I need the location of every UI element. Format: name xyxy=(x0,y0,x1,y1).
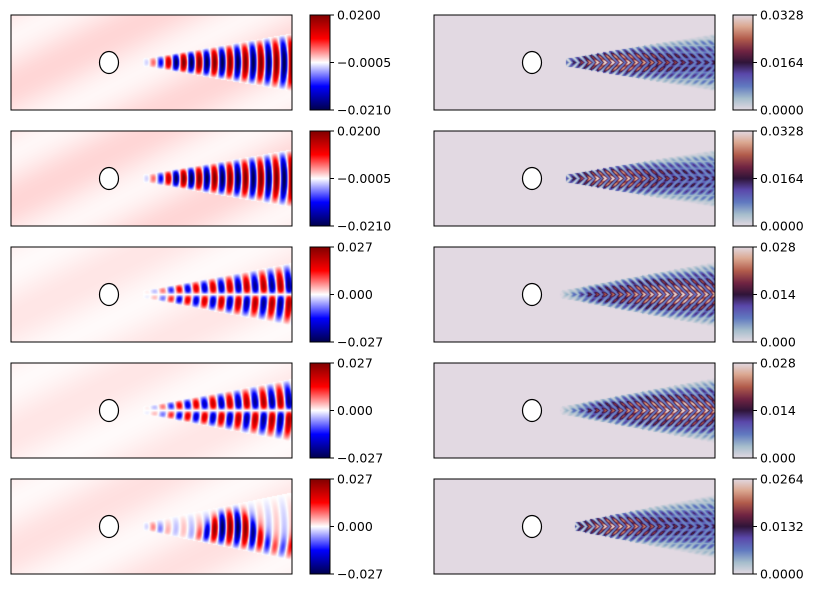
heatmap-row-2-left xyxy=(11,131,292,226)
panel-row-5-left: −0.027 0.000 0.027 xyxy=(10,472,383,582)
panel-row-3-right: 0.000 0.014 0.028 xyxy=(433,240,796,350)
colorbar-tick-label-row-5-right-0: 0.0000 xyxy=(760,567,804,582)
colorbar-row-2-right xyxy=(733,131,753,226)
heatmap-row-2-right xyxy=(434,131,715,226)
obstacle-row-4-right xyxy=(521,398,543,423)
obstacle-row-1-left xyxy=(98,50,120,75)
obstacle-row-5-right xyxy=(521,514,543,539)
colorbar-tick-label-row-1-right-1: 0.0164 xyxy=(760,55,804,70)
colorbar-tick-label-row-2-right-1: 0.0164 xyxy=(760,171,804,186)
plot-frame-row-3-left xyxy=(10,246,293,343)
heatmap-row-3-right xyxy=(434,247,715,342)
colorbar-tick-label-row-5-left-2: 0.027 xyxy=(337,472,373,487)
panel-row-3-left: −0.027 0.000 0.027 xyxy=(10,240,383,350)
panel-row-1-left: −0.0210 −0.0005 0.0200 xyxy=(10,8,391,118)
colorbar-row-1-left xyxy=(310,15,330,110)
panel-row-4-left: −0.027 0.000 0.027 xyxy=(10,356,383,466)
plot-frame-row-5-left xyxy=(10,478,293,575)
colorbar-tick-label-row-1-right-0: 0.0000 xyxy=(760,103,804,118)
panel-row-2-left: −0.0210 −0.0005 0.0200 xyxy=(10,124,391,234)
colorbar-tick-label-row-4-right-2: 0.028 xyxy=(760,356,796,371)
panel-row-1-right: 0.0000 0.0164 0.0328 xyxy=(433,8,804,118)
plot-frame-row-2-left xyxy=(10,130,293,227)
heatmap-row-1-right xyxy=(434,15,715,110)
plot-frame-row-4-right xyxy=(433,362,716,459)
colorbar-tick-label-row-3-right-1: 0.014 xyxy=(760,287,796,302)
colorbar-row-4-left xyxy=(310,363,330,458)
obstacle-row-1-right xyxy=(521,50,543,75)
heatmap-row-5-left xyxy=(11,479,292,574)
colorbar-tick-label-row-3-right-0: 0.000 xyxy=(760,335,796,350)
colorbar-tick-label-row-1-left-2: 0.0200 xyxy=(337,8,381,23)
heatmap-row-4-right xyxy=(434,363,715,458)
panel-row-5-right: 0.0000 0.0132 0.0264 xyxy=(433,472,804,582)
obstacle-row-2-left xyxy=(98,166,120,191)
plot-frame-row-3-right xyxy=(433,246,716,343)
colorbar-row-5-left xyxy=(310,479,330,574)
plot-frame-row-2-right xyxy=(433,130,716,227)
plot-frame-row-4-left xyxy=(10,362,293,459)
colorbar-tick-label-row-5-left-0: −0.027 xyxy=(337,567,383,582)
colorbar-row-3-left xyxy=(310,247,330,342)
colorbar-tick-label-row-2-left-0: −0.0210 xyxy=(337,219,391,234)
colorbar-tick-label-row-2-right-0: 0.0000 xyxy=(760,219,804,234)
colorbar-row-4-right xyxy=(733,363,753,458)
colorbar-tick-label-row-2-right-2: 0.0328 xyxy=(760,124,804,139)
colorbar-tick-label-row-4-right-0: 0.000 xyxy=(760,451,796,466)
colorbar-tick-label-row-5-left-1: 0.000 xyxy=(337,519,373,534)
heatmap-row-3-left xyxy=(11,247,292,342)
colorbar-tick-label-row-2-left-1: −0.0005 xyxy=(337,171,391,186)
colorbar-tick-label-row-2-left-2: 0.0200 xyxy=(337,124,381,139)
plot-frame-row-1-right xyxy=(433,14,716,111)
colorbar-tick-label-row-5-right-2: 0.0264 xyxy=(760,472,804,487)
colorbar-tick-label-row-4-left-0: −0.027 xyxy=(337,451,383,466)
colorbar-row-5-right xyxy=(733,479,753,574)
colorbar-tick-label-row-3-right-2: 0.028 xyxy=(760,240,796,255)
panel-row-4-right: 0.000 0.014 0.028 xyxy=(433,356,796,466)
panel-row-2-right: 0.0000 0.0164 0.0328 xyxy=(433,124,804,234)
colorbar-row-3-right xyxy=(733,247,753,342)
colorbar-tick-label-row-1-left-1: −0.0005 xyxy=(337,55,391,70)
obstacle-row-3-left xyxy=(98,282,120,307)
obstacle-row-4-left xyxy=(98,398,120,423)
colorbar-tick-label-row-4-left-1: 0.000 xyxy=(337,403,373,418)
colorbar-row-1-right xyxy=(733,15,753,110)
colorbar-tick-label-row-5-right-1: 0.0132 xyxy=(760,519,804,534)
obstacle-row-5-left xyxy=(98,514,120,539)
heatmap-row-5-right xyxy=(434,479,715,574)
colorbar-tick-label-row-4-right-1: 0.014 xyxy=(760,403,796,418)
colorbar-tick-label-row-4-left-2: 0.027 xyxy=(337,356,373,371)
colorbar-tick-label-row-3-left-2: 0.027 xyxy=(337,240,373,255)
plot-frame-row-1-left xyxy=(10,14,293,111)
colorbar-row-2-left xyxy=(310,131,330,226)
obstacle-row-2-right xyxy=(521,166,543,191)
plot-frame-row-5-right xyxy=(433,478,716,575)
heatmap-row-4-left xyxy=(11,363,292,458)
colorbar-tick-label-row-1-left-0: −0.0210 xyxy=(337,103,391,118)
heatmap-row-1-left xyxy=(11,15,292,110)
colorbar-tick-label-row-3-left-1: 0.000 xyxy=(337,287,373,302)
obstacle-row-3-right xyxy=(521,282,543,307)
colorbar-tick-label-row-1-right-2: 0.0328 xyxy=(760,8,804,23)
colorbar-tick-label-row-3-left-0: −0.027 xyxy=(337,335,383,350)
